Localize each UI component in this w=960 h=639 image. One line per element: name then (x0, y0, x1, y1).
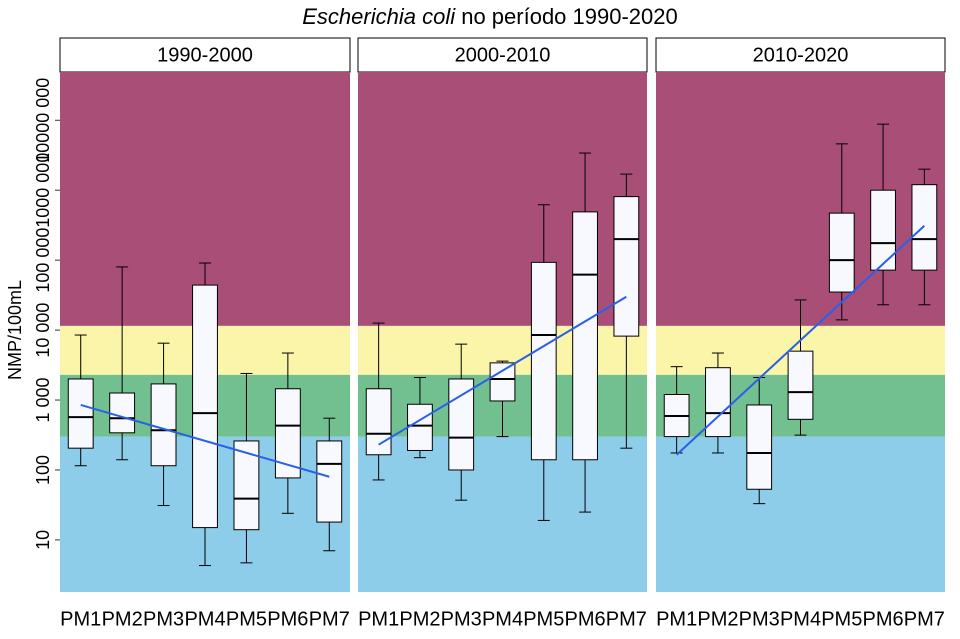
x-tick-label: PM6 (267, 608, 308, 630)
x-tick-label: PM6 (565, 608, 606, 630)
y-tick-label: 100 (33, 455, 53, 485)
x-tick-label: PM7 (904, 608, 945, 630)
y-tick-label: 1 000 (33, 378, 53, 423)
x-tick-label: PM4 (184, 608, 225, 630)
y-axis-label: NMP/100mL (5, 280, 25, 380)
box (613, 196, 640, 337)
box (705, 367, 731, 438)
background-band (358, 72, 647, 326)
y-tick-label: 10000 000 (33, 78, 53, 163)
x-tick-label: PM4 (780, 608, 821, 630)
x-tick-label: PM2 (102, 608, 143, 630)
box (448, 378, 475, 471)
x-tick-label: PM5 (226, 608, 267, 630)
x-tick-label: PM1 (60, 608, 101, 630)
box (530, 261, 557, 461)
box (787, 350, 814, 420)
background-band (656, 436, 945, 592)
background-band (656, 72, 945, 326)
box (746, 404, 773, 490)
box (365, 388, 392, 456)
facet-strip (357, 37, 648, 73)
x-tick-label: PM2 (697, 608, 738, 630)
x-tick-label: PM1 (358, 608, 399, 630)
x-tick-label: PM2 (399, 608, 440, 630)
x-tick-label: PM6 (863, 608, 904, 630)
x-tick-label: PM3 (441, 608, 482, 630)
box (109, 392, 136, 434)
chart-title: Escherichia coli no período 1990-2020 (302, 4, 678, 29)
facet-label: 2010-2020 (753, 44, 849, 66)
box (911, 184, 938, 271)
x-tick-label: PM3 (143, 608, 184, 630)
x-tick-label: PM1 (656, 608, 697, 630)
box (489, 362, 516, 402)
trend-line (80, 404, 330, 478)
x-tick-label: PM5 (523, 608, 564, 630)
box (67, 378, 94, 449)
x-tick-label: PM7 (309, 608, 350, 630)
y-tick-label: 10 000 (33, 303, 53, 358)
y-tick-label: 10 (33, 530, 53, 550)
box (150, 383, 177, 467)
box (828, 212, 855, 293)
y-tick-label: 100 000 (33, 228, 53, 293)
box (407, 403, 433, 451)
facet-label: 1990-2000 (157, 44, 253, 66)
background-band (358, 436, 647, 592)
box (192, 284, 218, 529)
x-tick-label: PM3 (739, 608, 780, 630)
y-tick-label: 1000 000 (33, 153, 53, 228)
trend-line (378, 295, 627, 446)
box (572, 211, 598, 461)
x-tick-label: PM5 (821, 608, 862, 630)
title-rest: no período 1990-2020 (461, 4, 678, 29)
x-tick-label: PM4 (482, 608, 523, 630)
x-tick-label: PM7 (606, 608, 647, 630)
facet-strip (655, 37, 946, 73)
trend-line (675, 225, 926, 456)
facet-label: 2000-2010 (455, 44, 551, 66)
box (233, 440, 260, 531)
box (316, 440, 343, 523)
title-italic: Escherichia coli (302, 4, 456, 29)
box (870, 189, 896, 271)
